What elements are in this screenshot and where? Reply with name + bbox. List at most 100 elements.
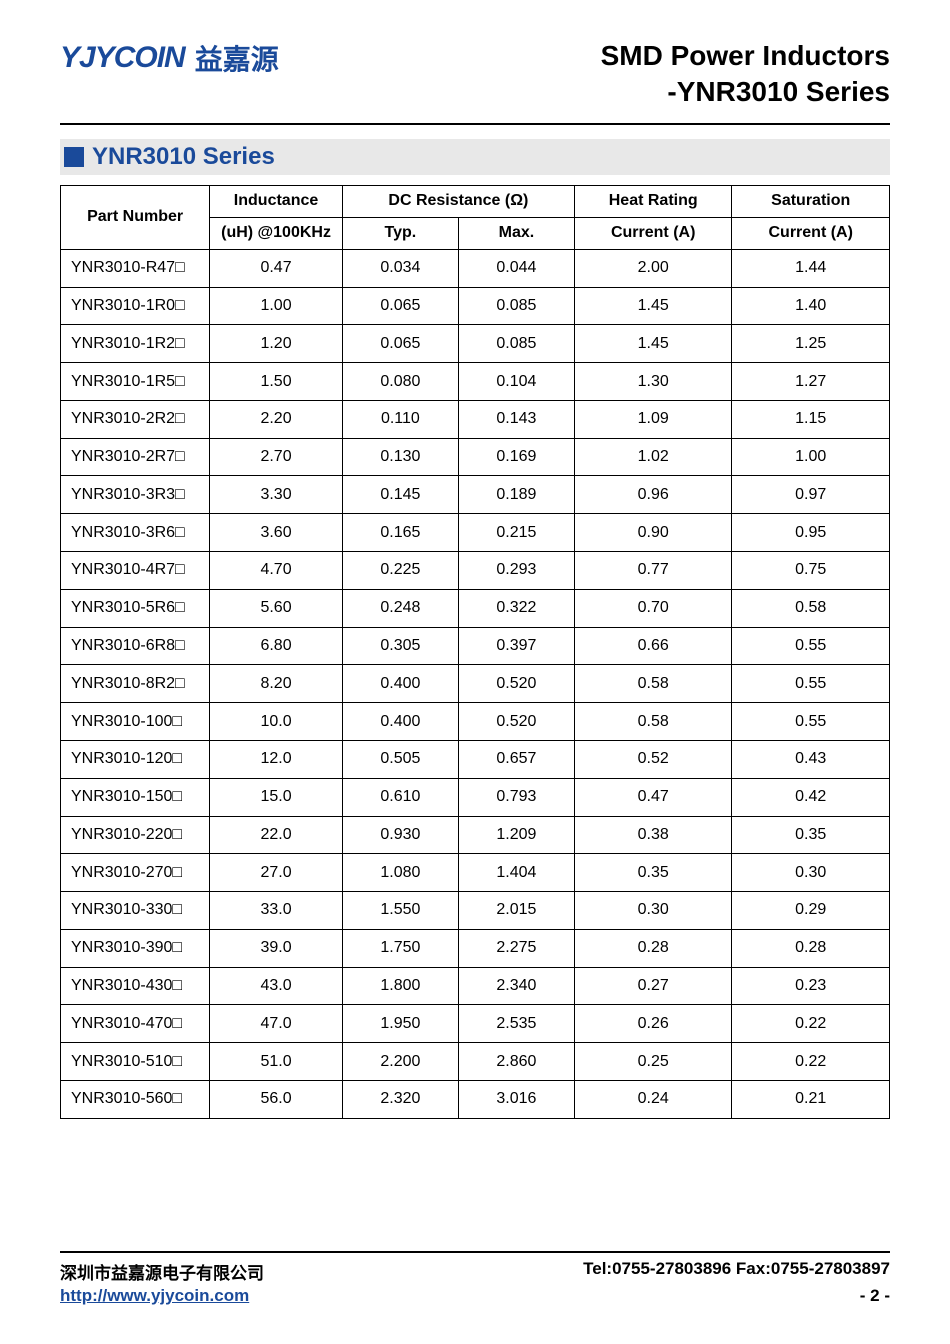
cell-pn: YNR3010-390□ (61, 929, 210, 967)
table-row: YNR3010-470□47.01.9502.5350.260.22 (61, 1005, 890, 1043)
cell-ind: 15.0 (210, 778, 343, 816)
cell-ind: 47.0 (210, 1005, 343, 1043)
cell-pn: YNR3010-1R0□ (61, 287, 210, 325)
table-row: YNR3010-430□43.01.8002.3400.270.23 (61, 967, 890, 1005)
cell-typ: 0.165 (342, 514, 458, 552)
cell-typ: 1.800 (342, 967, 458, 1005)
cell-sat: 0.21 (732, 1080, 890, 1118)
cell-heat: 0.28 (574, 929, 732, 967)
cell-pn: YNR3010-8R2□ (61, 665, 210, 703)
cell-pn: YNR3010-220□ (61, 816, 210, 854)
logo: YJYCOIN 益嘉源 (60, 38, 279, 78)
logo-mark: YJYCOIN (60, 41, 185, 75)
cell-heat: 0.58 (574, 665, 732, 703)
cell-ind: 2.70 (210, 438, 343, 476)
cell-max: 2.860 (458, 1043, 574, 1081)
cell-heat: 0.25 (574, 1043, 732, 1081)
cell-heat: 1.45 (574, 325, 732, 363)
document-title: SMD Power Inductors (601, 38, 890, 74)
cell-sat: 1.25 (732, 325, 890, 363)
cell-typ: 2.200 (342, 1043, 458, 1081)
cell-ind: 5.60 (210, 589, 343, 627)
document-subtitle: -YNR3010 Series (601, 74, 890, 110)
footer-url[interactable]: http://www.yjycoin.com (60, 1286, 249, 1306)
cell-pn: YNR3010-510□ (61, 1043, 210, 1081)
table-row: YNR3010-2R7□2.700.1300.1691.021.00 (61, 438, 890, 476)
cell-ind: 4.70 (210, 552, 343, 590)
cell-pn: YNR3010-150□ (61, 778, 210, 816)
cell-typ: 0.610 (342, 778, 458, 816)
cell-typ: 0.034 (342, 249, 458, 287)
cell-heat: 1.45 (574, 287, 732, 325)
series-heading-bar: YNR3010 Series (60, 139, 890, 175)
cell-max: 0.397 (458, 627, 574, 665)
cell-heat: 0.70 (574, 589, 732, 627)
cell-max: 2.340 (458, 967, 574, 1005)
cell-ind: 51.0 (210, 1043, 343, 1081)
cell-pn: YNR3010-430□ (61, 967, 210, 1005)
table-row: YNR3010-100□10.00.4000.5200.580.55 (61, 703, 890, 741)
cell-ind: 22.0 (210, 816, 343, 854)
cell-heat: 0.90 (574, 514, 732, 552)
cell-ind: 0.47 (210, 249, 343, 287)
cell-heat: 0.58 (574, 703, 732, 741)
cell-pn: YNR3010-100□ (61, 703, 210, 741)
cell-pn: YNR3010-560□ (61, 1080, 210, 1118)
cell-heat: 1.30 (574, 363, 732, 401)
cell-sat: 1.00 (732, 438, 890, 476)
cell-typ: 1.950 (342, 1005, 458, 1043)
table-row: YNR3010-3R3□3.300.1450.1890.960.97 (61, 476, 890, 514)
footer-company: 深圳市益嘉源电子有限公司 (60, 1259, 264, 1284)
cell-ind: 3.60 (210, 514, 343, 552)
cell-sat: 0.58 (732, 589, 890, 627)
cell-max: 0.793 (458, 778, 574, 816)
cell-max: 1.209 (458, 816, 574, 854)
cell-pn: YNR3010-2R7□ (61, 438, 210, 476)
cell-typ: 0.080 (342, 363, 458, 401)
cell-pn: YNR3010-5R6□ (61, 589, 210, 627)
cell-max: 1.404 (458, 854, 574, 892)
cell-max: 0.215 (458, 514, 574, 552)
cell-pn: YNR3010-4R7□ (61, 552, 210, 590)
cell-heat: 0.96 (574, 476, 732, 514)
cell-heat: 0.27 (574, 967, 732, 1005)
cell-pn: YNR3010-6R8□ (61, 627, 210, 665)
cell-sat: 0.55 (732, 665, 890, 703)
table-row: YNR3010-6R8□6.800.3050.3970.660.55 (61, 627, 890, 665)
cell-typ: 1.550 (342, 892, 458, 930)
cell-pn: YNR3010-2R2□ (61, 400, 210, 438)
cell-sat: 0.97 (732, 476, 890, 514)
cell-ind: 10.0 (210, 703, 343, 741)
cell-typ: 0.305 (342, 627, 458, 665)
table-row: YNR3010-510□51.02.2002.8600.250.22 (61, 1043, 890, 1081)
cell-heat: 1.02 (574, 438, 732, 476)
col-heat-bot: Current (A) (574, 217, 732, 249)
cell-sat: 0.43 (732, 740, 890, 778)
cell-max: 0.044 (458, 249, 574, 287)
cell-ind: 43.0 (210, 967, 343, 1005)
table-row: YNR3010-1R0□1.000.0650.0851.451.40 (61, 287, 890, 325)
cell-sat: 1.27 (732, 363, 890, 401)
cell-pn: YNR3010-270□ (61, 854, 210, 892)
cell-heat: 0.38 (574, 816, 732, 854)
cell-max: 0.657 (458, 740, 574, 778)
col-sat-top: Saturation (732, 185, 890, 217)
cell-max: 0.520 (458, 665, 574, 703)
cell-sat: 0.55 (732, 627, 890, 665)
cell-heat: 0.35 (574, 854, 732, 892)
cell-sat: 0.30 (732, 854, 890, 892)
cell-ind: 1.50 (210, 363, 343, 401)
table-row: YNR3010-330□33.01.5502.0150.300.29 (61, 892, 890, 930)
cell-heat: 0.24 (574, 1080, 732, 1118)
col-part-number: Part Number (61, 185, 210, 249)
table-row: YNR3010-270□27.01.0801.4040.350.30 (61, 854, 890, 892)
cell-sat: 0.22 (732, 1005, 890, 1043)
table-row: YNR3010-1R2□1.200.0650.0851.451.25 (61, 325, 890, 363)
cell-heat: 0.52 (574, 740, 732, 778)
cell-ind: 8.20 (210, 665, 343, 703)
cell-max: 0.085 (458, 287, 574, 325)
cell-pn: YNR3010-470□ (61, 1005, 210, 1043)
cell-max: 2.015 (458, 892, 574, 930)
col-dcr-top: DC Resistance (Ω) (342, 185, 574, 217)
table-row: YNR3010-3R6□3.600.1650.2150.900.95 (61, 514, 890, 552)
